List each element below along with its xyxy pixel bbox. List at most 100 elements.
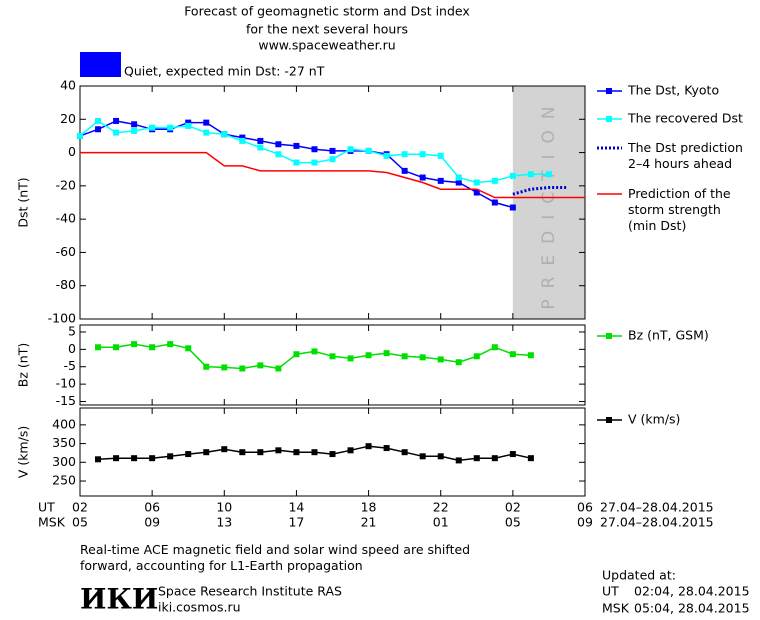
marker <box>455 359 462 366</box>
marker <box>311 146 318 153</box>
marker <box>95 126 102 133</box>
url: www.spaceweather.ru <box>258 38 395 53</box>
prediction-band <box>512 86 585 319</box>
plot-frame <box>79 407 586 497</box>
marker <box>527 455 534 462</box>
y-tick-label: 40 <box>60 78 76 93</box>
marker <box>185 451 192 458</box>
marker <box>131 455 138 462</box>
marker <box>491 177 498 184</box>
marker <box>113 129 120 136</box>
legend-marker <box>606 116 612 122</box>
x-tick-label: 17 <box>288 515 304 530</box>
marker <box>491 455 498 462</box>
marker <box>419 174 426 181</box>
marker <box>167 341 174 348</box>
y-tick-label: -10 <box>56 376 76 391</box>
marker <box>293 159 300 166</box>
marker <box>221 446 228 453</box>
marker <box>77 132 83 139</box>
marker <box>365 147 372 154</box>
marker <box>257 144 264 151</box>
y-axis-label: Dst (nT) <box>16 177 31 227</box>
date-range: 27.04–28.04.2015 <box>600 500 714 515</box>
marker <box>149 344 156 351</box>
marker <box>527 352 534 359</box>
note: Real-time ACE magnetic field and solar w… <box>80 542 470 573</box>
updated: Updated at: <box>602 568 676 583</box>
marker <box>131 127 138 134</box>
marker <box>365 352 372 359</box>
marker <box>149 455 156 462</box>
status-box <box>80 52 121 77</box>
x-tick-label: 01 <box>433 515 449 530</box>
marker <box>221 364 228 371</box>
marker <box>275 141 282 148</box>
marker <box>113 455 120 462</box>
marker <box>401 167 408 174</box>
marker <box>527 171 534 178</box>
marker <box>239 134 246 141</box>
x-tick-label: 05 <box>505 515 521 530</box>
y-tick-label: 400 <box>52 416 76 431</box>
marker <box>347 447 354 454</box>
legend-label: The Dst, Kyoto <box>627 83 719 98</box>
x-tick-label: 06 <box>577 500 593 515</box>
y-tick-label: 0 <box>68 341 76 356</box>
y-tick-label: 20 <box>60 111 76 126</box>
marker <box>257 137 264 144</box>
x-tick-label: 06 <box>144 500 160 515</box>
marker <box>473 189 480 196</box>
marker <box>437 356 444 363</box>
y-axis-label: Bz (nT) <box>16 343 31 387</box>
marker <box>509 172 516 179</box>
y-tick-label: -15 <box>56 393 76 408</box>
marker <box>149 124 156 131</box>
marker <box>185 345 192 352</box>
marker <box>365 443 372 450</box>
marker <box>383 350 390 357</box>
marker <box>275 365 282 372</box>
marker <box>311 449 318 456</box>
title: Forecast of geomagnetic storm and Dst in… <box>184 4 470 19</box>
marker <box>293 142 300 149</box>
marker <box>329 147 336 154</box>
ut-label: UT <box>38 500 55 515</box>
msk-label: MSK <box>38 515 66 530</box>
marker <box>239 365 246 372</box>
marker <box>95 117 102 124</box>
marker <box>401 353 408 360</box>
updated-time: 05:04, 28.04.2015 <box>634 601 750 616</box>
marker <box>329 353 336 360</box>
title: for the next several hours <box>246 22 408 37</box>
y-tick-label: 300 <box>52 454 76 469</box>
logo: ИКИ <box>80 583 158 616</box>
marker <box>401 449 408 456</box>
y-tick-label: 0 <box>68 144 76 159</box>
status: Quiet, expected min Dst: -27 nT <box>124 64 325 79</box>
marker <box>203 363 210 370</box>
site: iki.cosmos.ru <box>158 600 241 615</box>
marker <box>383 445 390 452</box>
legend-label: Prediction of the storm strength (min Dst) <box>628 186 731 233</box>
marker <box>203 119 210 126</box>
marker <box>311 348 318 355</box>
marker <box>509 351 516 358</box>
plot-frame <box>79 324 586 406</box>
marker <box>203 129 210 136</box>
marker <box>95 456 102 463</box>
marker <box>473 455 480 462</box>
marker <box>293 351 300 358</box>
y-axis-label: V (km/s) <box>16 426 31 478</box>
marker <box>473 179 480 186</box>
marker <box>437 177 444 184</box>
marker <box>509 204 516 211</box>
marker <box>455 457 462 464</box>
marker <box>167 124 174 131</box>
marker <box>347 355 354 362</box>
marker <box>203 449 210 456</box>
institute: Space Research Institute RAS <box>158 584 342 599</box>
marker <box>401 151 408 158</box>
